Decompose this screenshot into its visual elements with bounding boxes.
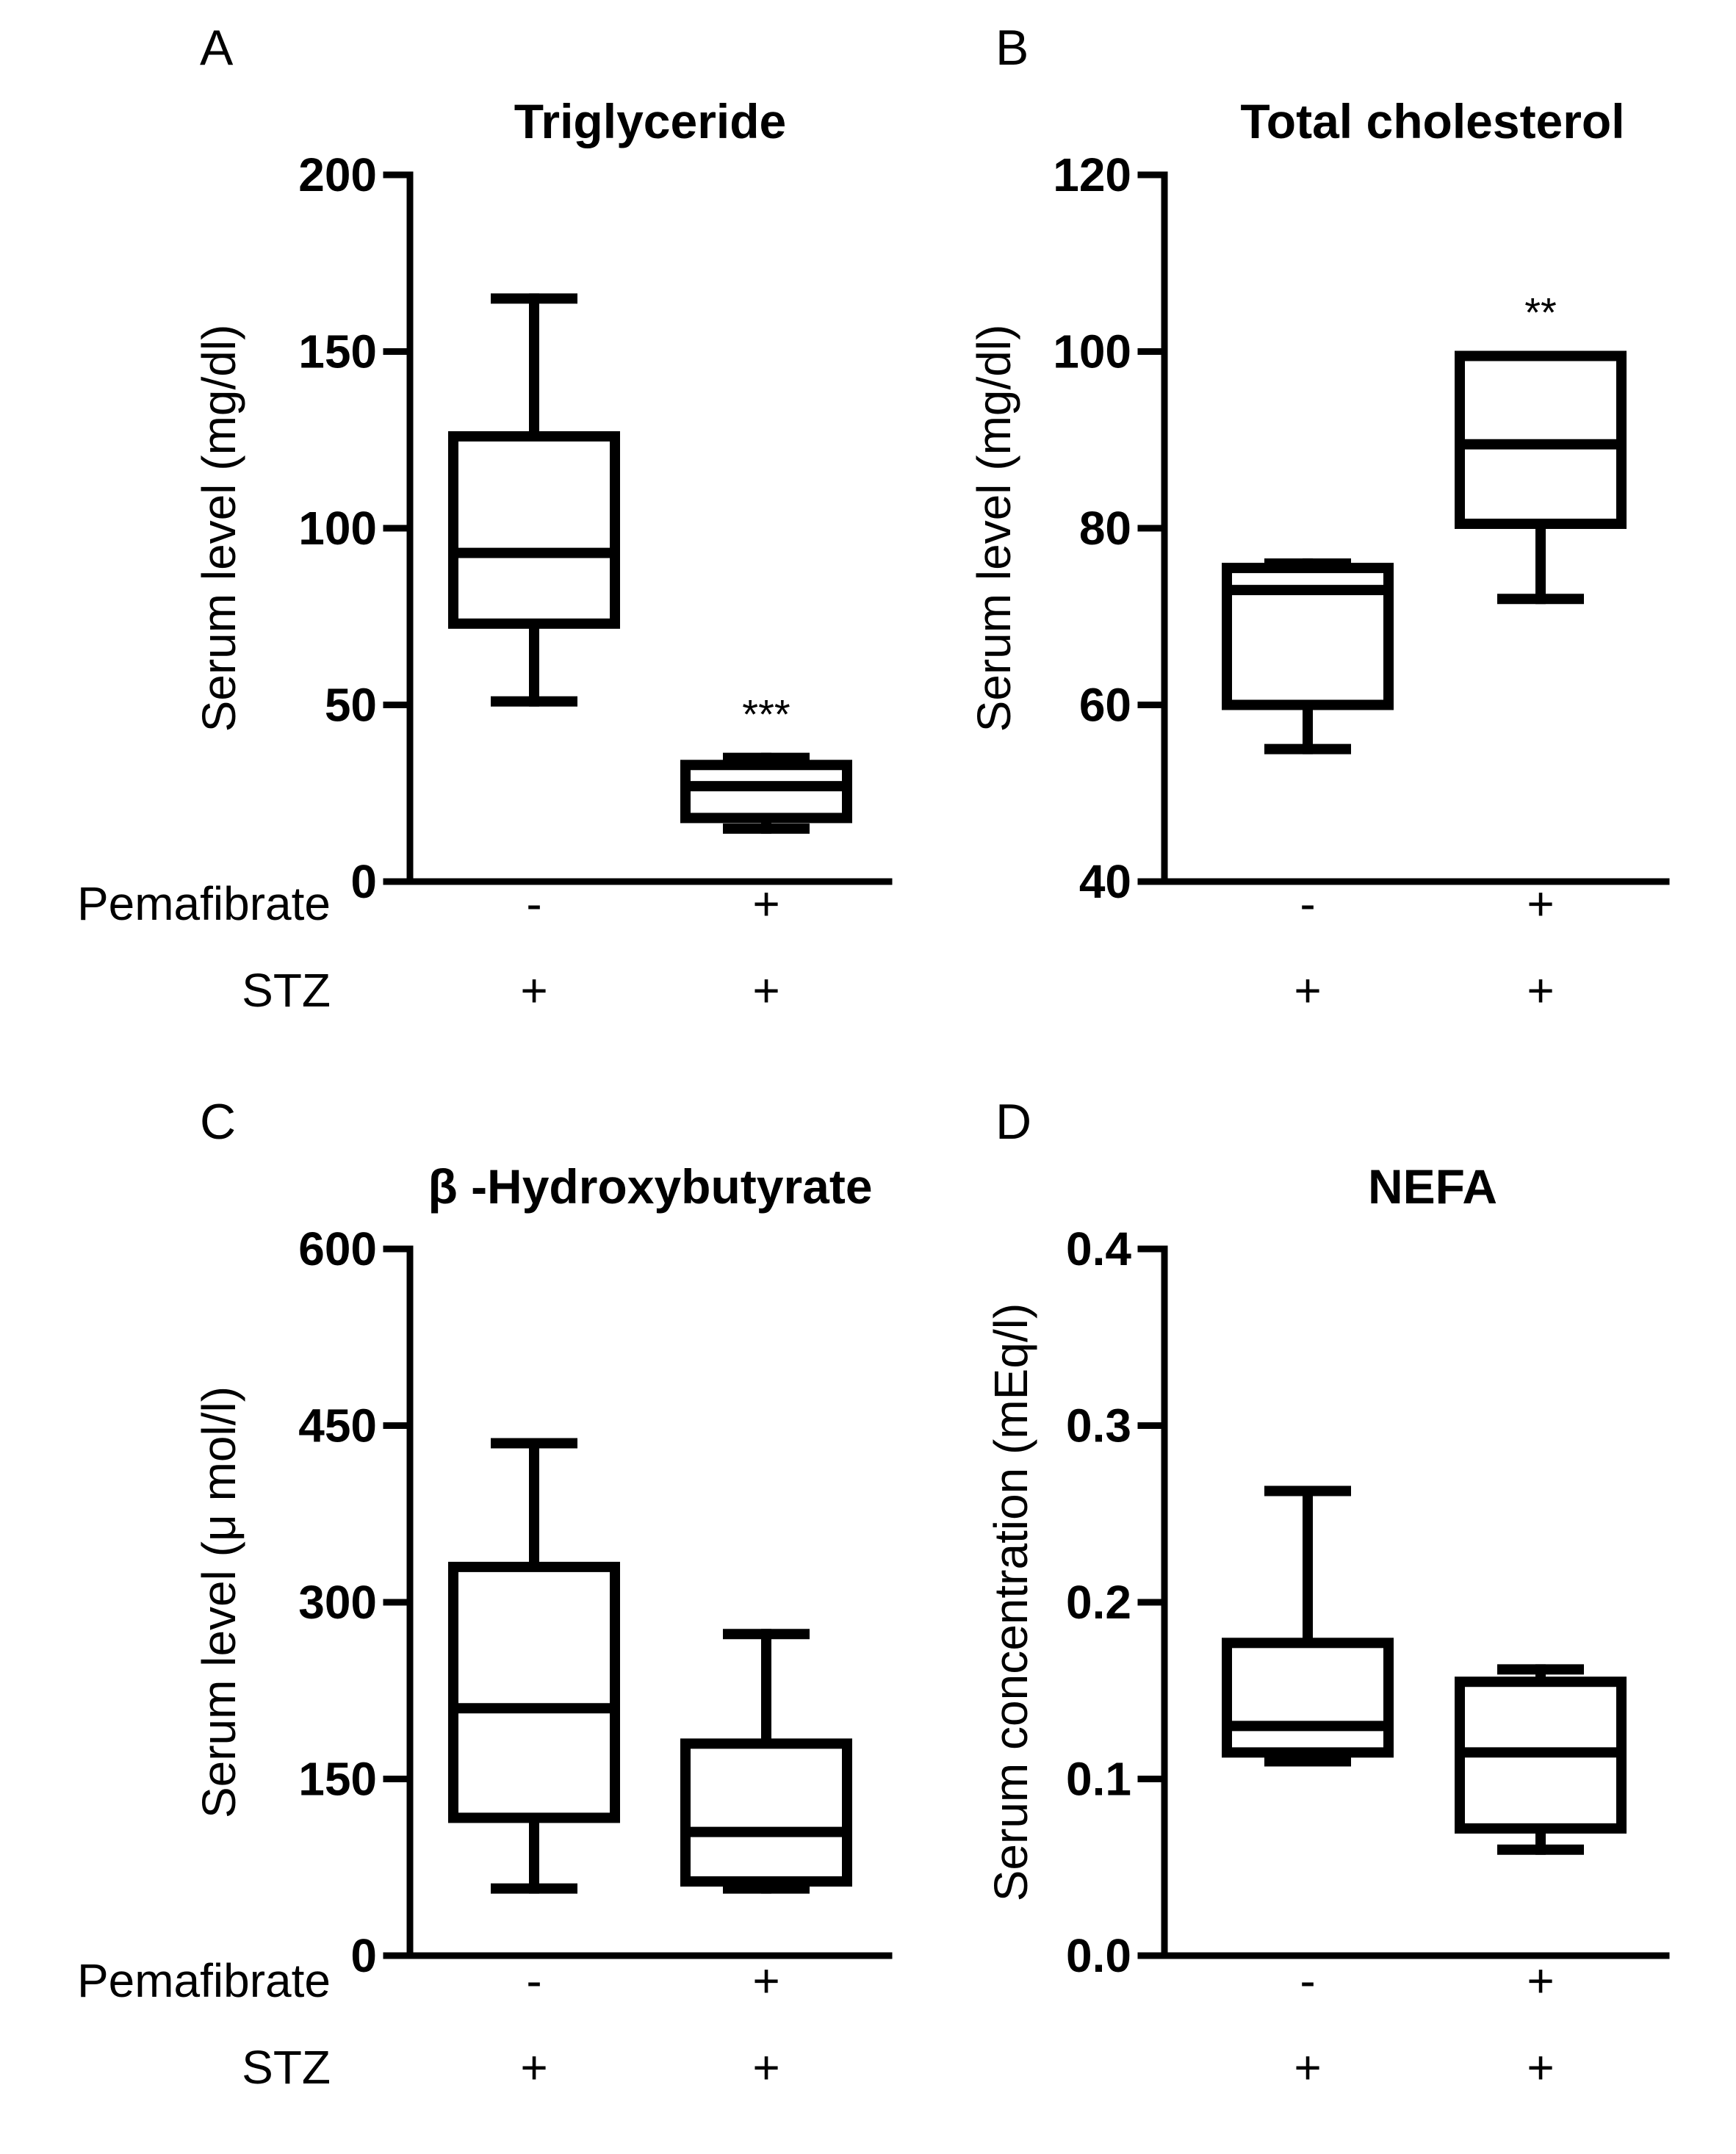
stz-sign: + (1527, 964, 1554, 1017)
y-tick-label: 40 (1079, 855, 1131, 908)
y-tick-label: 0.4 (1066, 1222, 1131, 1275)
panel-letter: C (200, 1094, 236, 1150)
chart-title: β -Hydroxybutyrate (428, 1159, 872, 1214)
panel-letter: B (995, 20, 1029, 76)
stz-sign: + (752, 2041, 779, 2094)
box-iqr (448, 431, 620, 629)
pemafibrate-sign: - (526, 877, 541, 930)
y-tick-label: 50 (325, 679, 377, 732)
y-tick-label: 150 (298, 1753, 377, 1806)
box-iqr (680, 760, 852, 824)
y-axis-label: Serum level (μ mol/l) (192, 1386, 245, 1818)
y-tick-label: 300 (298, 1576, 377, 1629)
y-tick-label: 450 (298, 1400, 377, 1452)
y-tick-label: 0.2 (1066, 1576, 1131, 1629)
panel-letter: D (995, 1094, 1031, 1150)
pemafibrate-row-label: Pemafibrate (77, 1954, 331, 2007)
y-tick-label: 100 (298, 502, 377, 555)
pemafibrate-sign: + (1527, 877, 1554, 930)
box-iqr (448, 1561, 620, 1823)
chart-title: Triglyceride (514, 94, 787, 148)
y-tick-label: 0.1 (1066, 1753, 1131, 1806)
y-tick-label: 0 (350, 1929, 377, 1982)
pemafibrate-sign: + (752, 877, 779, 930)
y-axis-label: Serum level (mg/dl) (968, 325, 1020, 732)
stz-sign: + (752, 964, 779, 1017)
y-axis-label: Serum concentration (mEq/l) (984, 1303, 1037, 1902)
y-tick-label: 150 (298, 325, 377, 378)
y-tick-label: 0.0 (1066, 1929, 1131, 1982)
significance-marker: ** (1524, 289, 1557, 336)
stz-sign: + (520, 2041, 547, 2094)
y-tick-label: 120 (1053, 148, 1131, 201)
y-tick-label: 600 (298, 1222, 377, 1275)
panel-letter: A (200, 20, 234, 76)
stz-sign: + (1294, 2041, 1321, 2094)
pemafibrate-sign: - (1300, 1954, 1315, 2007)
pemafibrate-sign: - (1300, 877, 1315, 930)
chart-title: NEFA (1368, 1159, 1497, 1214)
stz-row-label: STZ (242, 964, 331, 1017)
box-iqr (680, 1738, 852, 1887)
y-axis-label: Serum level (mg/dl) (192, 325, 245, 732)
stz-row-label: STZ (242, 2041, 331, 2094)
y-tick-label: 0 (350, 855, 377, 908)
pemafibrate-sign: - (526, 1954, 541, 2007)
pemafibrate-row-label: Pemafibrate (77, 877, 331, 930)
y-tick-label: 100 (1053, 325, 1131, 378)
stz-sign: + (1294, 964, 1321, 1017)
stz-sign: + (520, 964, 547, 1017)
y-tick-label: 0.3 (1066, 1400, 1131, 1452)
y-tick-label: 60 (1079, 679, 1131, 732)
y-tick-label: 200 (298, 148, 377, 201)
box-iqr (1222, 1638, 1394, 1758)
significance-marker: *** (742, 691, 790, 738)
chart-title: Total cholesterol (1240, 94, 1624, 148)
pemafibrate-sign: + (1527, 1954, 1554, 2007)
stz-sign: + (1527, 2041, 1554, 2094)
pemafibrate-sign: + (752, 1954, 779, 2007)
y-tick-label: 80 (1079, 502, 1131, 555)
